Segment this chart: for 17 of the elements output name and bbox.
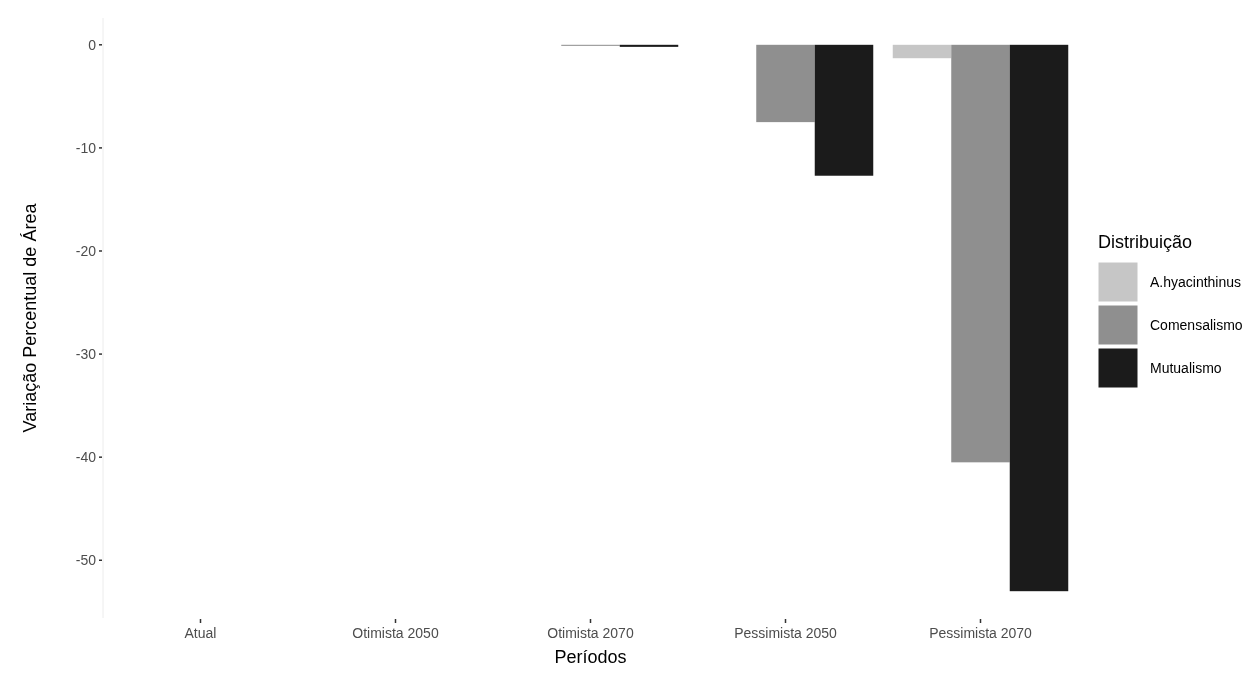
y-tick-label: -40: [75, 449, 97, 466]
x-axis-title: Períodos: [554, 647, 627, 667]
y-axis-title: Variação Percentual de Área: [20, 202, 40, 433]
y-tick-label: -20: [75, 242, 97, 259]
x-tick-label: Atual: [184, 625, 217, 641]
y-tick-label: -30: [75, 345, 97, 362]
x-tick-label: Otimista 2050: [352, 625, 439, 641]
text: A.hyacinthinus: [1150, 273, 1242, 290]
y-tick-label: 0: [88, 36, 97, 53]
x-tick-label: Pessimista 2050: [734, 625, 838, 641]
text: Mutualismo: [1150, 359, 1222, 376]
x-tick-label: Otimista 2070: [547, 625, 634, 641]
y-tick-label: -50: [75, 552, 97, 569]
x-tick-label: Pessimista 2070: [929, 625, 1033, 641]
legend-title: Distribuição: [1098, 232, 1193, 252]
text: Comensalismo: [1150, 316, 1243, 333]
y-tick-label: -10: [75, 139, 97, 156]
